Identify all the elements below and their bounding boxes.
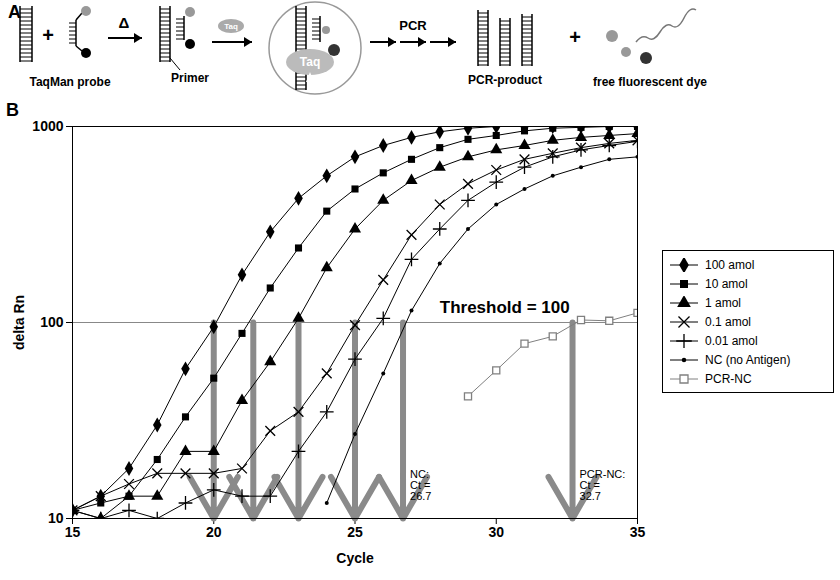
svg-text:100: 100 <box>40 314 64 330</box>
svg-text:delta Rn: delta Rn <box>11 295 27 350</box>
svg-text:PCR: PCR <box>399 18 427 33</box>
svg-text:20: 20 <box>206 524 222 540</box>
svg-text:PCR-product: PCR-product <box>468 73 542 87</box>
svg-text:10: 10 <box>48 510 64 526</box>
svg-text:25: 25 <box>347 524 363 540</box>
html-text:100 amol: 100 amol <box>705 257 755 272</box>
svg-text:NC:Ct =26.7: NC:Ct =26.7 <box>410 468 431 502</box>
html-text:B: B <box>6 100 19 120</box>
svg-text:Δ: Δ <box>119 14 130 31</box>
html-text:1 amol: 1 amol <box>705 295 741 310</box>
svg-text:1000: 1000 <box>32 118 63 134</box>
svg-text:Cycle: Cycle <box>336 550 374 566</box>
html-text:10 amol: 10 amol <box>705 276 748 291</box>
html-text:0.1 amol: 0.1 amol <box>705 314 751 329</box>
svg-text:+: + <box>42 24 54 46</box>
html-text:PCR-NC: PCR-NC <box>705 371 752 386</box>
svg-text:30: 30 <box>488 524 504 540</box>
svg-text:free fluorescent dye: free fluorescent dye <box>593 75 707 89</box>
svg-text:Primer: Primer <box>171 71 209 85</box>
html-text:0.01 amol: 0.01 amol <box>705 333 758 348</box>
svg-text:15: 15 <box>65 524 81 540</box>
svg-text:35: 35 <box>630 524 646 540</box>
svg-text:A: A <box>8 2 21 22</box>
html-text:NC (no Antigen): NC (no Antigen) <box>705 352 791 367</box>
svg-text:PCR-NC:Ct =32.7: PCR-NC:Ct =32.7 <box>580 468 626 502</box>
svg-text:TaqMan probe: TaqMan probe <box>29 75 110 89</box>
svg-text:Taq: Taq <box>300 55 320 69</box>
svg-text:Taq: Taq <box>224 22 238 31</box>
svg-text:+: + <box>569 26 581 48</box>
svg-text:Threshold = 100: Threshold = 100 <box>440 298 570 317</box>
